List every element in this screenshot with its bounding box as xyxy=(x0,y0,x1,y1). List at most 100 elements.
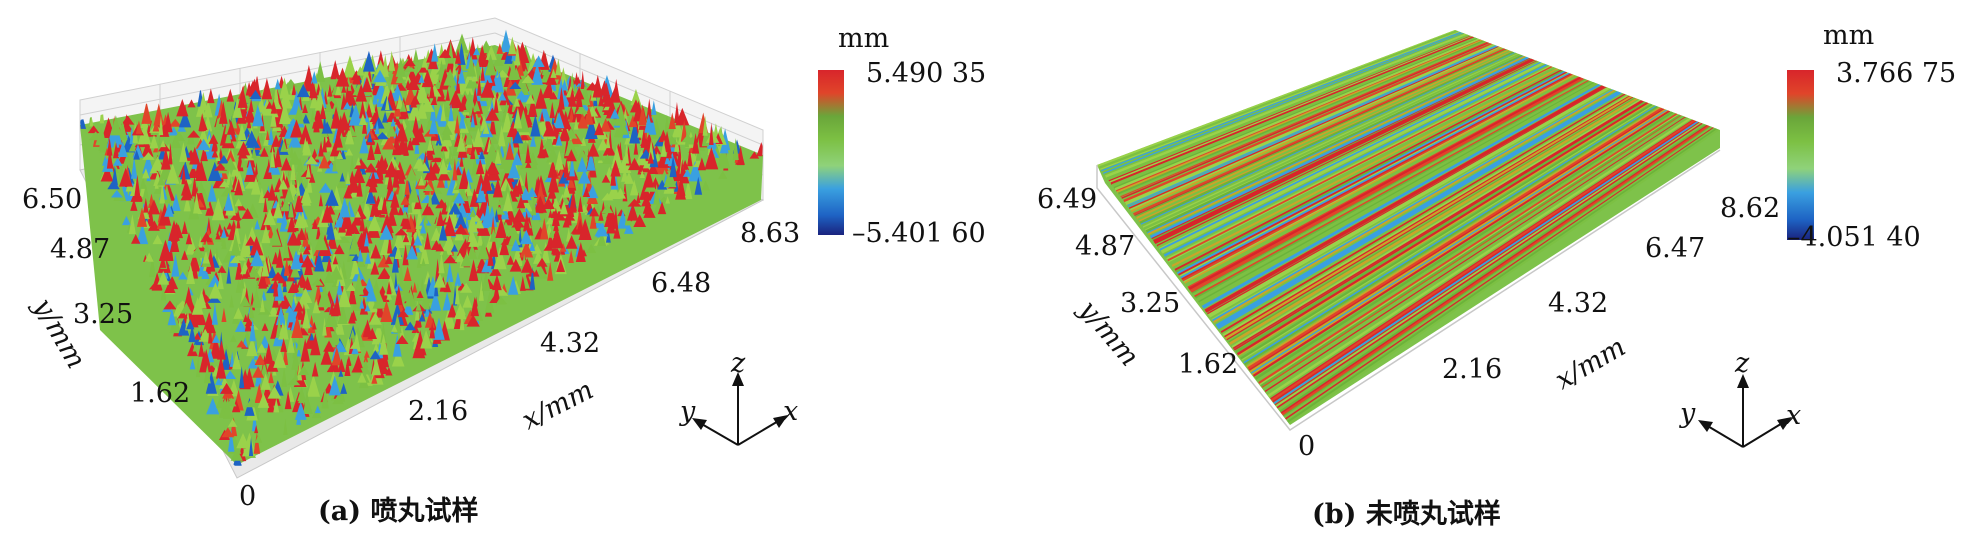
surface-peak xyxy=(421,69,434,88)
surface-peak xyxy=(587,142,600,157)
surface-peak xyxy=(267,226,275,239)
surface-groove xyxy=(1179,72,1569,277)
surface-peak xyxy=(159,181,166,204)
surface-peak xyxy=(208,282,223,299)
surface-peak xyxy=(273,201,284,219)
surface-peak xyxy=(263,189,273,199)
surface-peak xyxy=(664,154,671,165)
surface-peak xyxy=(691,133,700,154)
surface-peak xyxy=(198,341,205,357)
surface-peak xyxy=(397,182,404,200)
surface-groove xyxy=(1110,35,1475,186)
surface-peak xyxy=(177,271,188,280)
surface-peak xyxy=(598,93,605,107)
surface-peak xyxy=(226,266,232,284)
surface-peak xyxy=(506,255,515,265)
surface-peak xyxy=(287,214,297,233)
surface-peak xyxy=(88,131,103,141)
surface-peak xyxy=(136,223,149,245)
surface-peak xyxy=(273,146,282,168)
surface-groove xyxy=(1288,128,1720,425)
surface-peak xyxy=(511,152,523,166)
surface-groove xyxy=(1257,112,1677,383)
surface-peak xyxy=(541,197,555,210)
surface-peak xyxy=(718,170,728,179)
surface-peak xyxy=(346,170,359,193)
surface-peak xyxy=(531,63,543,85)
surface-peak xyxy=(270,146,276,168)
surface-peak xyxy=(364,304,371,312)
surface-peak xyxy=(112,157,123,166)
surface-peak xyxy=(302,308,311,329)
surface-peak xyxy=(709,122,714,146)
surface-peak xyxy=(513,107,523,129)
surface-peak xyxy=(303,64,314,87)
surface-peak xyxy=(580,83,591,106)
surface-peak xyxy=(565,235,578,249)
surface-peak xyxy=(477,240,490,260)
surface-peak xyxy=(550,68,557,78)
surface-peak xyxy=(667,152,677,166)
surface-peak xyxy=(563,157,570,178)
surface-peak xyxy=(329,265,343,280)
surface-groove xyxy=(1239,103,1652,358)
surface-peak xyxy=(419,241,430,264)
surface-peak xyxy=(478,280,484,301)
surface-groove xyxy=(1277,123,1705,410)
surface-peak xyxy=(298,251,304,263)
surface-peak xyxy=(515,178,524,195)
surface-peak xyxy=(271,251,280,265)
surface-peak xyxy=(756,142,763,157)
surface-peak xyxy=(450,244,459,252)
surface-peak xyxy=(372,116,385,129)
surface-peak xyxy=(293,300,305,312)
surface-peak xyxy=(547,261,554,281)
surface-peak xyxy=(382,111,389,123)
panel-a-x-tick-4: 8.63 xyxy=(740,218,800,249)
surface-peak xyxy=(466,55,477,77)
surface-peak xyxy=(280,139,288,152)
surface-peak xyxy=(569,191,577,213)
surface-peak xyxy=(577,195,583,212)
surface-peak xyxy=(633,214,647,227)
surface-peak xyxy=(475,158,485,175)
surface-peak xyxy=(601,204,614,214)
surface-peak xyxy=(351,360,363,373)
surface-peak xyxy=(548,230,555,238)
surface-peak xyxy=(540,111,545,122)
surface-peak xyxy=(261,77,273,100)
surface-peak xyxy=(614,103,627,126)
surface-peak xyxy=(694,176,703,195)
surface-peak xyxy=(181,220,188,234)
surface-groove xyxy=(1260,114,1681,387)
surface-peak xyxy=(268,304,279,317)
surface-peak xyxy=(106,137,113,156)
surface-peak xyxy=(290,263,300,278)
surface-groove xyxy=(1217,91,1622,330)
surface-peak xyxy=(575,104,588,115)
surface-peak xyxy=(438,253,445,274)
surface-peak xyxy=(135,120,143,134)
surface-peak xyxy=(559,200,568,215)
surface-peak xyxy=(558,171,569,184)
surface-peak xyxy=(368,179,378,193)
surface-groove xyxy=(1149,56,1530,239)
surface-peak xyxy=(436,85,446,102)
surface-peak xyxy=(244,268,251,278)
surface-peak xyxy=(456,132,466,152)
surface-peak xyxy=(271,271,285,281)
panel-b-surface xyxy=(1097,30,1720,425)
surface-peak xyxy=(569,72,575,92)
surface-peak xyxy=(296,363,303,381)
surface-peak xyxy=(627,198,642,207)
surface-peak xyxy=(319,103,327,119)
surface-groove xyxy=(1154,58,1536,245)
surface-peak xyxy=(487,247,494,266)
surface-peak xyxy=(520,258,534,273)
surface-groove xyxy=(1170,66,1558,267)
surface-peak xyxy=(200,105,206,116)
surface-peak xyxy=(601,174,611,183)
surface-peak xyxy=(234,178,243,196)
surface-peak xyxy=(291,315,304,339)
surface-peak xyxy=(472,127,484,148)
